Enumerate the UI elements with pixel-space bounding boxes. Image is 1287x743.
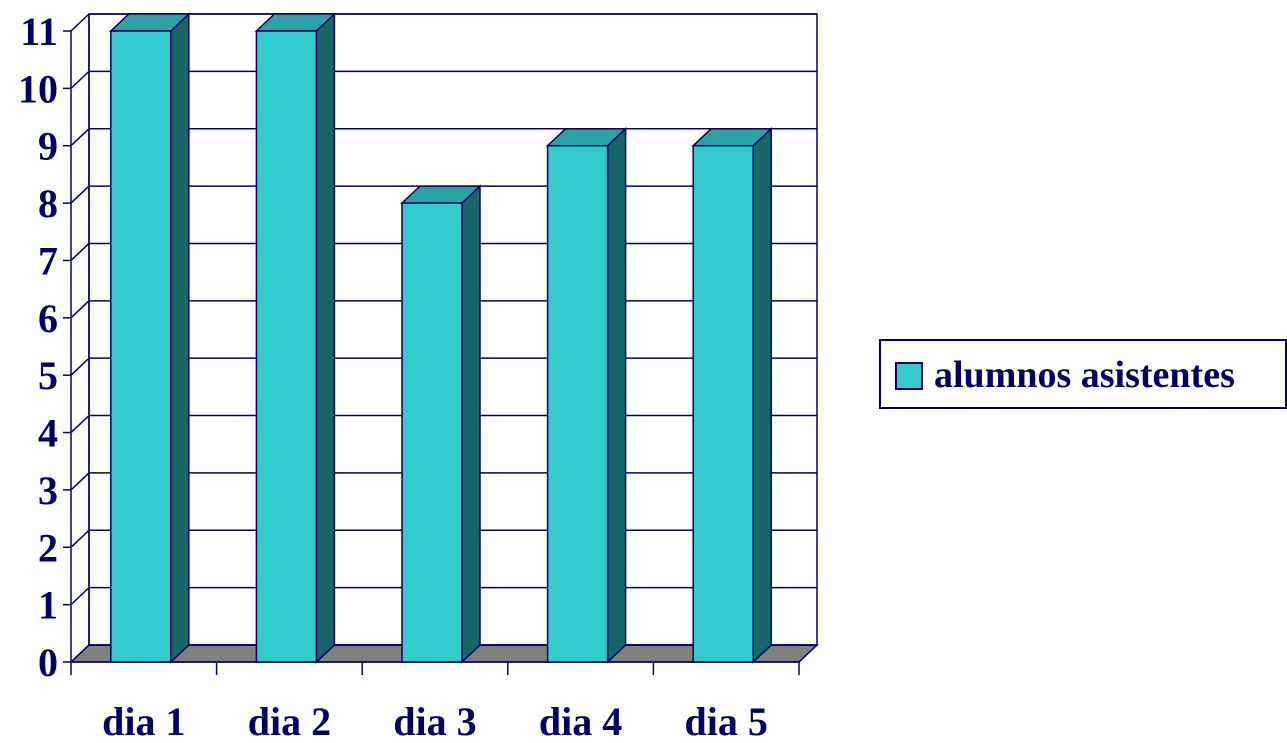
- y-tick-label: 1: [38, 583, 58, 628]
- y-tick-label: 7: [38, 238, 58, 283]
- legend-box: [879, 339, 1287, 409]
- side-gridline: [70, 529, 90, 548]
- y-tick-label: 10: [18, 66, 58, 111]
- y-tick-label: 4: [38, 411, 58, 456]
- y-tick-label: 3: [38, 468, 58, 513]
- side-gridline: [70, 644, 90, 663]
- side-gridline: [70, 300, 90, 319]
- bar: [400, 184, 482, 664]
- side-gridline: [70, 357, 90, 376]
- x-tick-label: dia 2: [248, 699, 331, 743]
- bar-side-face: [606, 126, 627, 664]
- bar-front-face: [401, 202, 463, 663]
- side-gridline: [70, 472, 90, 491]
- side-gridline: [70, 70, 90, 89]
- x-tick-label: dia 1: [102, 699, 185, 743]
- y-tick-label: 11: [20, 9, 58, 54]
- bar-side-face: [315, 12, 336, 664]
- bar-front-face: [546, 144, 609, 663]
- bar: [691, 126, 774, 664]
- bar: [545, 126, 628, 664]
- side-gridline: [70, 128, 90, 147]
- y-tick-labels: 0 1 2 3 4 5 6 7 8 9 10 11: [18, 9, 58, 685]
- bars: [108, 12, 774, 664]
- side-gridline: [70, 185, 90, 204]
- y-tick-label: 9: [38, 124, 58, 169]
- bar-side-face: [461, 184, 481, 664]
- legend-swatch: [895, 362, 923, 390]
- y-tick-label: 6: [38, 296, 58, 341]
- y-tick-label: 8: [38, 181, 58, 226]
- bar-front-face: [255, 30, 318, 663]
- side-gridline: [70, 242, 90, 261]
- side-gridline: [70, 587, 90, 606]
- y-tick-label: 5: [38, 353, 58, 398]
- bar: [108, 12, 191, 664]
- x-tick-labels: dia 1 dia 2 dia 3 dia 4 dia 5: [102, 699, 768, 743]
- legend: alumnos asistentes: [879, 339, 1287, 409]
- bar-side-face: [170, 12, 190, 664]
- side-gridline: [70, 13, 90, 32]
- legend-label: alumnos asistentes: [934, 354, 1235, 396]
- bar-side-face: [752, 126, 772, 664]
- side-gridline: [70, 415, 90, 434]
- x-tick-label: dia 3: [393, 699, 476, 743]
- bar: [254, 12, 337, 664]
- bar-front-face: [110, 30, 172, 663]
- x-tick-label: dia 4: [539, 699, 622, 743]
- y-tick-label: 0: [38, 640, 58, 685]
- y-tick-label: 2: [38, 525, 58, 570]
- bar-front-face: [692, 144, 754, 663]
- x-tick-label: dia 5: [685, 699, 768, 743]
